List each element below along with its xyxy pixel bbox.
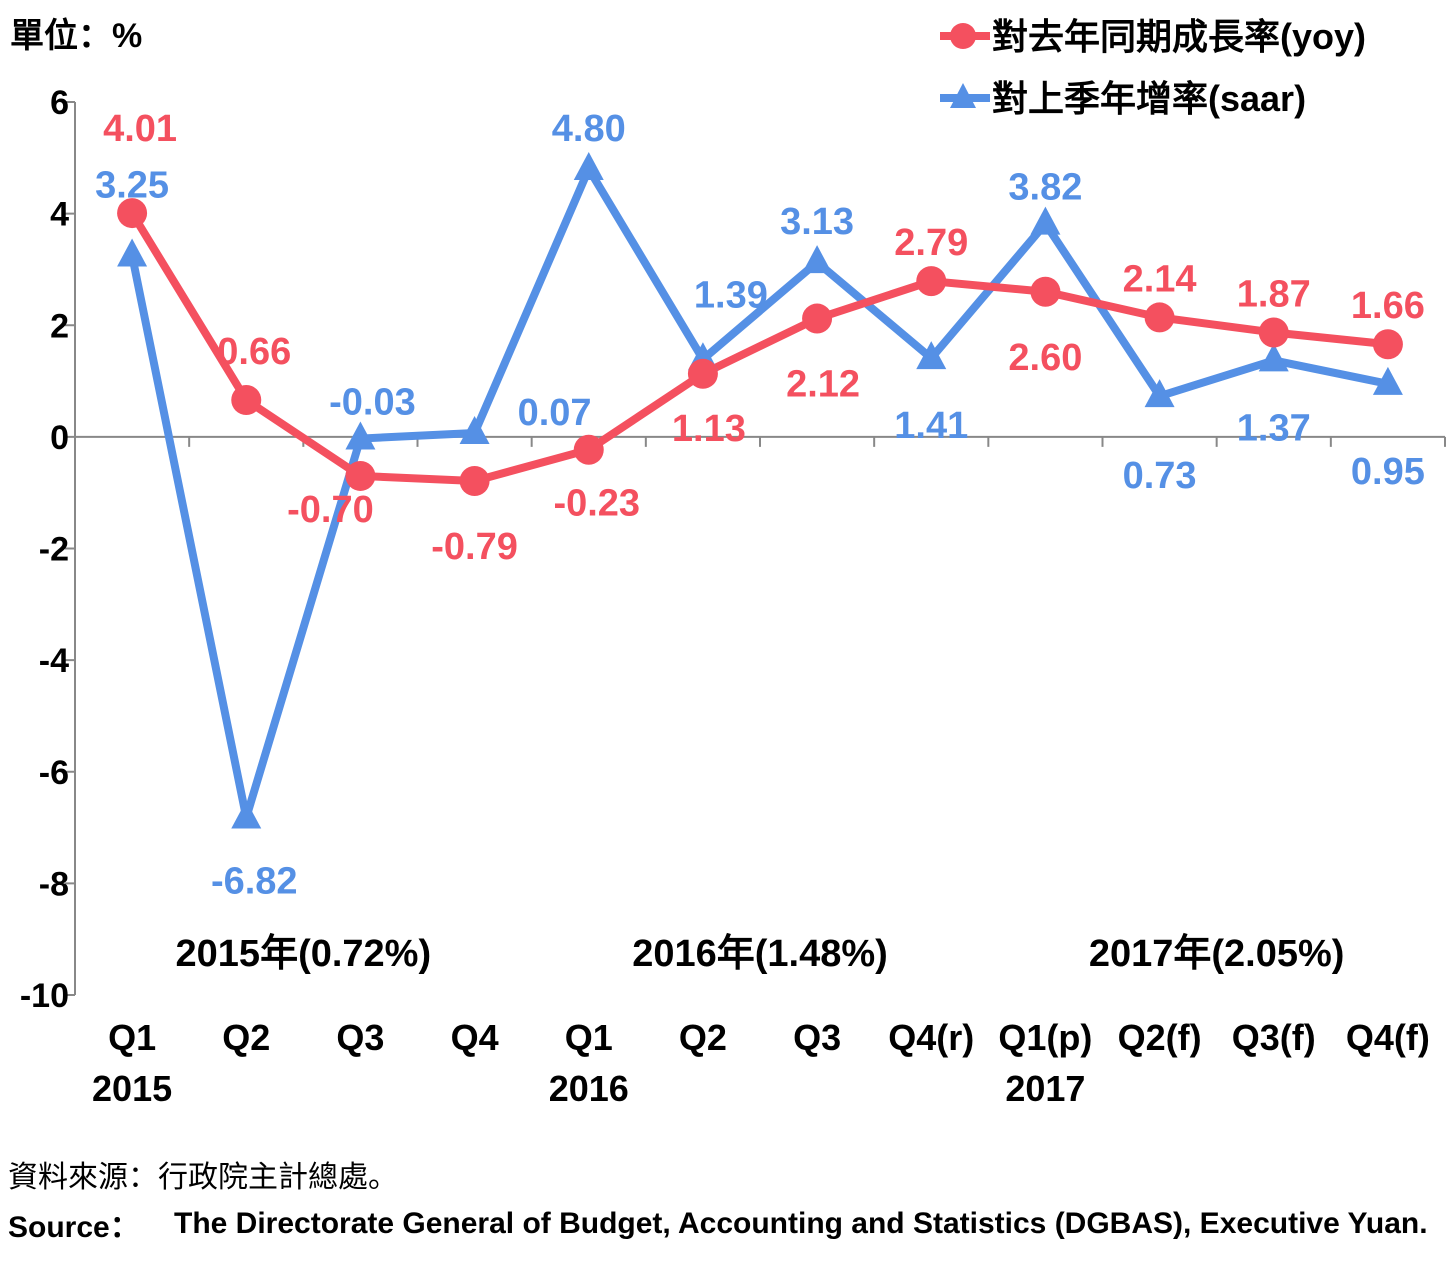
y-tick-label-2: 2 bbox=[50, 307, 69, 345]
yoy-point-3 bbox=[459, 465, 490, 496]
saar-point-0 bbox=[117, 238, 148, 267]
chart-axes: 6 4 2 0 -2 -4 -6 -8 -10 Q1 Q2 Q3 Q4 Q1 Q2 Q3 Q4(r) Q1(p) Q… bbox=[20, 84, 1446, 1109]
source-note-en: Source： The Directorate General of Budge… bbox=[8, 1202, 1428, 1246]
yoy-data-label-1: 0.66 bbox=[217, 331, 291, 373]
annual-label-0: 2015年(0.72%) bbox=[176, 933, 432, 975]
yoy-point-11 bbox=[1372, 329, 1403, 360]
source-text-en: The Directorate General of Budget, Accou… bbox=[174, 1207, 1428, 1240]
legend-marker-0 bbox=[950, 23, 976, 49]
y-tick-label-6: -6 bbox=[39, 754, 69, 792]
year-label-0: 2015 bbox=[92, 1068, 172, 1109]
x-tick-label-4: Q1 bbox=[565, 1017, 613, 1058]
saar-point-7 bbox=[916, 341, 947, 370]
saar-point-8 bbox=[1030, 206, 1061, 235]
legend-label-1: 對上季年增率(saar) bbox=[992, 78, 1306, 119]
saar-data-label-0: 3.25 bbox=[95, 164, 169, 206]
x-tick-label-2: Q3 bbox=[336, 1017, 384, 1058]
yoy-data-label-4: -0.23 bbox=[553, 483, 640, 525]
y-tick-label-8: -10 bbox=[20, 977, 69, 1015]
yoy-point-2 bbox=[345, 460, 376, 491]
saar-data-label-1: -6.82 bbox=[211, 861, 298, 903]
unit-label: 單位：% bbox=[10, 17, 143, 55]
yoy-point-6 bbox=[802, 303, 833, 334]
saar-point-10 bbox=[1258, 343, 1289, 372]
year-label-1: 2016 bbox=[549, 1068, 629, 1109]
legend-label-0: 對去年同期成長率(yoy) bbox=[992, 16, 1366, 57]
saar-data-label-8: 3.82 bbox=[1008, 167, 1082, 209]
x-tick-label-3: Q4 bbox=[451, 1017, 499, 1058]
data-labels: 3.25 -6.82 -0.03 0.07 4.80 1.39 3.13 1.41 3.82 0.… bbox=[95, 108, 1425, 903]
annual-label-2: 2017年(2.05%) bbox=[1089, 933, 1345, 975]
x-tick-label-0: Q1 bbox=[108, 1017, 156, 1058]
yoy-data-label-5: 1.13 bbox=[672, 408, 746, 450]
series-markers bbox=[117, 151, 1403, 829]
saar-data-label-3: 0.07 bbox=[518, 392, 592, 434]
y-tick-label-5: -4 bbox=[39, 642, 69, 680]
x-tick-label-9: Q2(f) bbox=[1118, 1017, 1202, 1058]
yoy-data-label-2: -0.70 bbox=[287, 489, 374, 531]
saar-point-9 bbox=[1144, 379, 1175, 408]
yoy-data-label-6: 2.12 bbox=[786, 364, 860, 406]
y-tick-label-3: 0 bbox=[50, 419, 69, 457]
yoy-point-4 bbox=[573, 434, 604, 465]
source-note-zh: 資料來源：行政院主計總處。 bbox=[8, 1161, 398, 1194]
source-label-en: Source： bbox=[8, 1211, 140, 1244]
annual-label-1: 2016年(1.48%) bbox=[632, 933, 888, 975]
yoy-point-9 bbox=[1144, 302, 1175, 333]
saar-point-1 bbox=[231, 800, 262, 829]
yoy-data-label-9: 2.14 bbox=[1123, 258, 1197, 300]
y-tick-label-1: 4 bbox=[50, 196, 69, 234]
saar-point-11 bbox=[1372, 366, 1403, 395]
yoy-point-0 bbox=[117, 198, 148, 229]
yoy-data-label-8: 2.60 bbox=[1008, 337, 1082, 379]
series-lines bbox=[128, 160, 1389, 819]
y-tick-label-0: 6 bbox=[50, 84, 69, 122]
saar-point-4 bbox=[573, 151, 604, 180]
series-line-yoy bbox=[128, 210, 1389, 485]
yoy-data-label-11: 1.66 bbox=[1351, 285, 1425, 327]
x-tick-label-5: Q2 bbox=[679, 1017, 727, 1058]
saar-data-label-5: 1.39 bbox=[694, 274, 768, 316]
saar-data-label-4: 4.80 bbox=[552, 108, 626, 150]
saar-data-label-7: 1.41 bbox=[894, 405, 968, 447]
year-label-2: 2017 bbox=[1005, 1068, 1085, 1109]
saar-point-3 bbox=[459, 415, 490, 444]
saar-data-label-9: 0.73 bbox=[1123, 455, 1197, 497]
legend: 對去年同期成長率(yoy) 對上季年增率(saar) bbox=[940, 16, 1366, 119]
y-tick-label-7: -8 bbox=[39, 865, 69, 903]
yoy-data-label-3: -0.79 bbox=[431, 526, 518, 568]
yoy-data-label-10: 1.87 bbox=[1237, 274, 1311, 316]
saar-data-label-6: 3.13 bbox=[780, 201, 854, 243]
saar-point-2 bbox=[345, 421, 376, 450]
saar-data-label-2: -0.03 bbox=[329, 382, 416, 424]
x-tick-label-8: Q1(p) bbox=[998, 1017, 1092, 1058]
x-tick-label-6: Q3 bbox=[793, 1017, 841, 1058]
yoy-point-5 bbox=[687, 358, 718, 389]
yoy-point-8 bbox=[1030, 276, 1061, 307]
series-line-saar bbox=[128, 160, 1389, 819]
yoy-point-10 bbox=[1258, 317, 1289, 348]
yoy-point-1 bbox=[231, 385, 262, 416]
legend-marker-1 bbox=[950, 83, 976, 108]
saar-data-label-11: 0.95 bbox=[1351, 451, 1425, 493]
yoy-data-label-7: 2.79 bbox=[894, 222, 968, 264]
yoy-point-7 bbox=[916, 266, 947, 297]
x-tick-label-11: Q4(f) bbox=[1346, 1017, 1430, 1058]
x-tick-label-7: Q4(r) bbox=[888, 1017, 974, 1058]
saar-point-6 bbox=[802, 245, 833, 274]
x-tick-label-1: Q2 bbox=[222, 1017, 270, 1058]
x-tick-label-10: Q3(f) bbox=[1232, 1017, 1316, 1058]
line-chart: 6 4 2 0 -2 -4 -6 -8 -10 Q1 Q2 Q3 Q4 Q1 Q2 Q3 Q4(r) Q1(p) Q… bbox=[20, 16, 1446, 1109]
yoy-data-label-0: 4.01 bbox=[103, 108, 177, 150]
y-tick-label-4: -2 bbox=[39, 531, 69, 569]
saar-data-label-10: 1.37 bbox=[1237, 407, 1311, 449]
